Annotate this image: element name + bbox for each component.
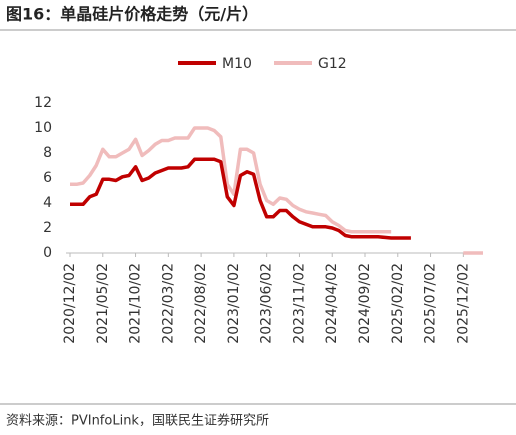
y-tick-label: 8 [43, 145, 52, 161]
legend-label: G12 [318, 56, 347, 72]
x-tick-label: 2024/09/02 [357, 263, 373, 344]
y-tick-label: 12 [34, 95, 52, 111]
x-tick-label: 2021/10/02 [128, 263, 144, 344]
series-line [70, 126, 483, 255]
source: 资料来源：PVInfoLink，国联民生证券研究所 [6, 413, 269, 429]
y-tick-label: 0 [43, 245, 52, 261]
x-tick-label: 2022/03/02 [160, 263, 176, 344]
x-tick-label: 2020/12/02 [62, 263, 78, 344]
y-tick-label: 2 [43, 220, 52, 236]
x-tick-label: 2024/04/02 [324, 263, 340, 344]
y-tick-label: 4 [43, 195, 52, 211]
legend-label: M10 [222, 56, 252, 72]
y-tick-label: 6 [43, 170, 52, 186]
series-line [70, 157, 411, 240]
x-tick-label: 2023/11/02 [291, 263, 307, 344]
x-tick-label: 2022/08/02 [193, 263, 209, 344]
y-tick-label: 10 [34, 120, 52, 136]
x-tick-label: 2021/05/02 [95, 263, 111, 344]
x-tick-label: 2025/12/02 [455, 263, 471, 344]
x-tick-label: 2023/06/02 [259, 263, 275, 344]
x-tick-label: 2023/01/02 [226, 263, 242, 344]
x-tick-label: 2025/07/02 [423, 263, 439, 344]
chart-title: 图16：单晶硅片价格走势（元/片） [6, 5, 258, 24]
x-tick-label: 2025/02/02 [390, 263, 406, 344]
